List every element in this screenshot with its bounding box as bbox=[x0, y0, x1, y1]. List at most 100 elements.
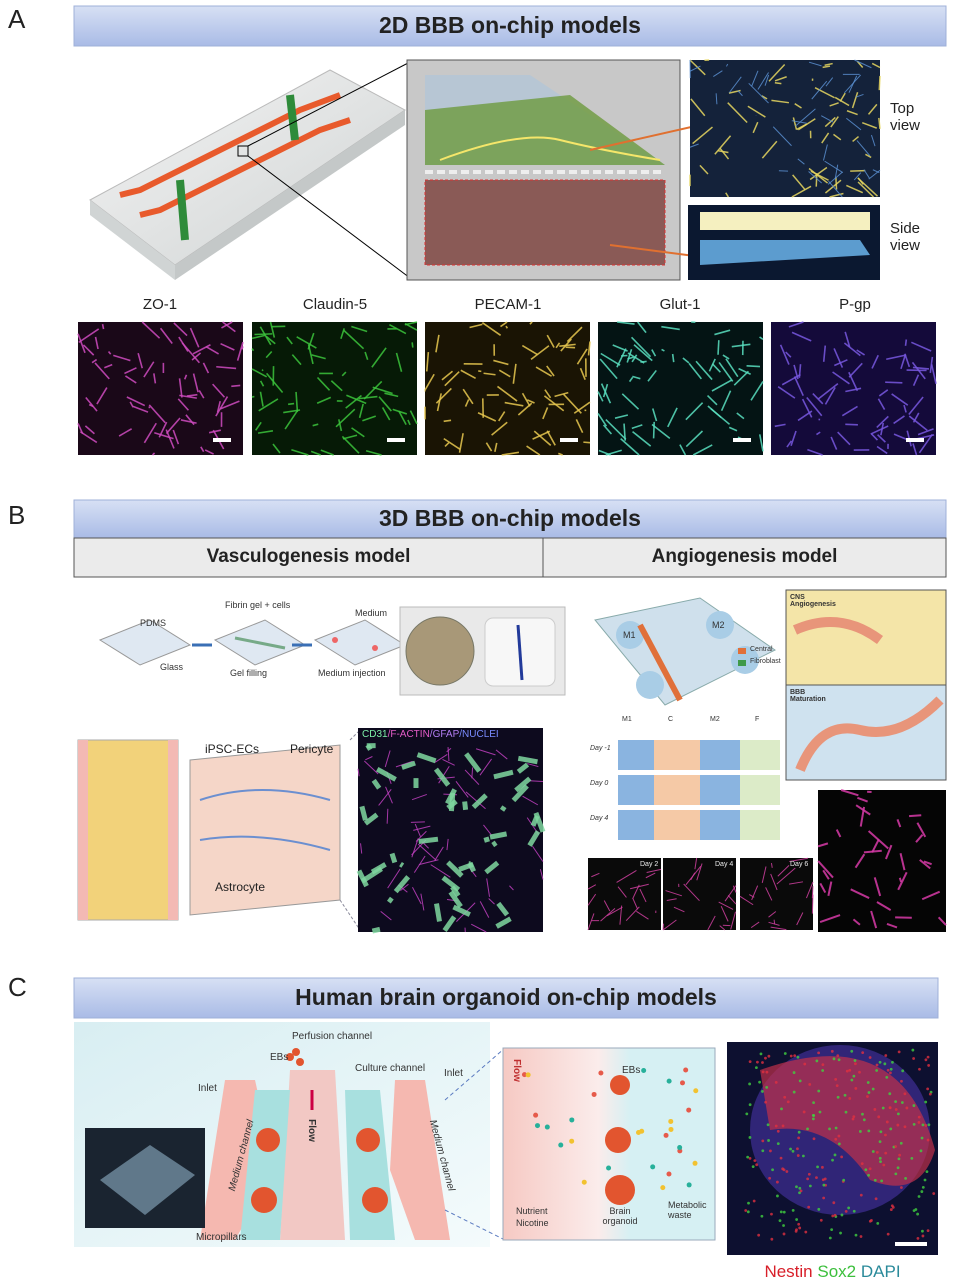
texture bbox=[882, 1163, 886, 1167]
texture bbox=[559, 343, 576, 348]
texture bbox=[853, 1059, 857, 1062]
texture bbox=[793, 364, 799, 380]
texture bbox=[817, 1207, 821, 1211]
texture bbox=[597, 391, 604, 402]
texture bbox=[865, 153, 872, 159]
texture bbox=[908, 814, 922, 818]
texture bbox=[793, 376, 804, 397]
device-label: Inlet bbox=[444, 1068, 463, 1079]
texture bbox=[894, 1108, 898, 1111]
texture bbox=[460, 369, 476, 380]
texture bbox=[555, 342, 561, 349]
texture bbox=[812, 1137, 816, 1141]
texture bbox=[371, 347, 387, 368]
texture bbox=[532, 845, 544, 862]
header-bar bbox=[73, 499, 947, 539]
texture bbox=[521, 344, 539, 356]
texture bbox=[747, 1201, 750, 1205]
texture bbox=[614, 414, 629, 419]
texture bbox=[505, 325, 509, 329]
texture bbox=[682, 357, 690, 364]
marker-label: Claudin-5 bbox=[302, 296, 368, 313]
texture bbox=[533, 812, 546, 833]
texture bbox=[919, 859, 931, 870]
texture bbox=[364, 351, 369, 360]
texture bbox=[409, 410, 418, 425]
texture bbox=[558, 1142, 564, 1148]
texture bbox=[854, 853, 866, 869]
texture bbox=[755, 1163, 759, 1167]
stain-label: CD31 bbox=[362, 729, 388, 740]
texture bbox=[569, 1138, 575, 1144]
texture bbox=[884, 1133, 887, 1137]
texture bbox=[558, 452, 563, 456]
texture bbox=[808, 167, 829, 184]
texture bbox=[855, 804, 871, 816]
view-label: Side view bbox=[890, 220, 921, 254]
texture bbox=[797, 1222, 801, 1226]
texture bbox=[154, 431, 174, 440]
texture bbox=[710, 408, 731, 425]
texture bbox=[748, 1060, 752, 1064]
texture bbox=[900, 355, 906, 370]
texture bbox=[830, 1049, 834, 1053]
texture bbox=[916, 822, 927, 838]
texture bbox=[255, 421, 262, 431]
schematic-label: Fibrin gel + cells bbox=[225, 600, 291, 610]
texture bbox=[618, 740, 654, 770]
texture bbox=[143, 361, 155, 378]
texture bbox=[796, 1147, 799, 1151]
chip-label: Fibroblast bbox=[750, 658, 781, 665]
texture bbox=[822, 869, 830, 880]
texture bbox=[711, 363, 721, 373]
texture bbox=[358, 403, 364, 419]
texture bbox=[532, 430, 551, 440]
texture bbox=[107, 350, 112, 355]
texture bbox=[748, 1136, 752, 1139]
texture bbox=[885, 1075, 889, 1079]
texture bbox=[198, 390, 205, 399]
zoom-label: Brain organoid bbox=[602, 1206, 638, 1226]
texture bbox=[619, 905, 623, 925]
texture bbox=[898, 877, 903, 883]
texture bbox=[752, 121, 759, 134]
texture bbox=[862, 1118, 866, 1122]
texture bbox=[873, 1178, 877, 1182]
texture bbox=[822, 1183, 826, 1187]
texture bbox=[700, 810, 740, 840]
texture bbox=[91, 358, 98, 364]
texture bbox=[910, 1156, 914, 1160]
texture bbox=[748, 1082, 752, 1086]
texture bbox=[617, 321, 635, 325]
texture bbox=[822, 345, 827, 362]
texture bbox=[821, 1178, 825, 1182]
texture bbox=[776, 1129, 780, 1133]
texture bbox=[761, 1149, 765, 1153]
texture bbox=[884, 1054, 888, 1057]
texture bbox=[84, 425, 95, 435]
texture bbox=[837, 431, 851, 446]
texture bbox=[806, 1127, 809, 1131]
texture bbox=[819, 882, 827, 894]
texture bbox=[113, 354, 131, 362]
texture bbox=[774, 1080, 778, 1084]
texture bbox=[795, 1218, 799, 1221]
texture bbox=[732, 885, 737, 893]
device-label: EBs bbox=[270, 1052, 289, 1063]
texture bbox=[773, 919, 776, 925]
texture bbox=[637, 321, 647, 334]
texture bbox=[699, 164, 709, 175]
texture bbox=[764, 1056, 767, 1060]
texture bbox=[767, 1054, 771, 1058]
texture bbox=[831, 1158, 834, 1162]
texture bbox=[824, 387, 836, 405]
texture bbox=[797, 118, 816, 131]
texture bbox=[891, 393, 909, 406]
texture bbox=[904, 1177, 907, 1180]
texture bbox=[793, 1054, 797, 1058]
texture bbox=[685, 402, 704, 421]
texture bbox=[786, 1100, 790, 1104]
texture bbox=[363, 380, 383, 400]
texture bbox=[923, 1178, 927, 1182]
texture bbox=[824, 160, 844, 174]
